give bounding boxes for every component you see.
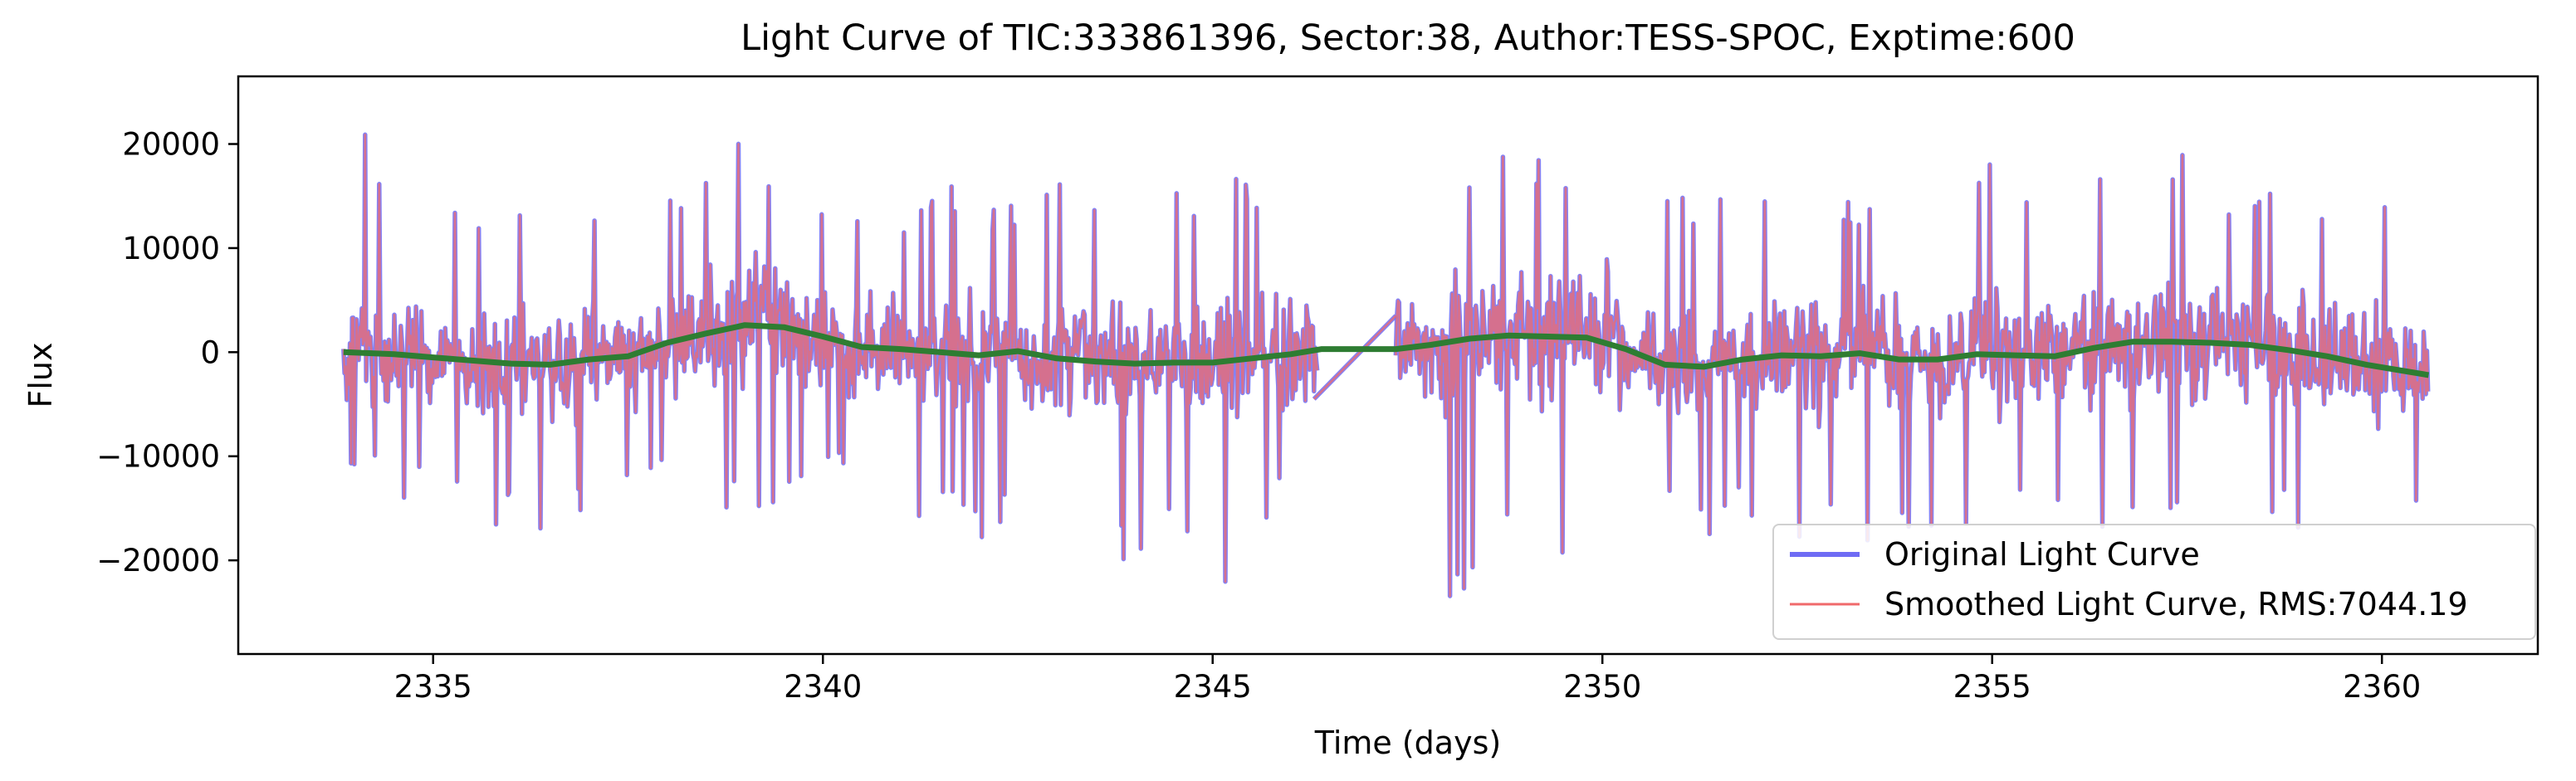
plot-area [341, 132, 2431, 598]
x-tick-label: 2345 [1174, 669, 1252, 705]
y-axis-label: Flux [22, 343, 59, 408]
y-tick-label: −20000 [96, 543, 220, 578]
y-tick-label: −10000 [96, 439, 220, 475]
x-tick-label: 2340 [784, 669, 862, 705]
axes-frame [237, 75, 2539, 656]
legend: Original Light Curve Smoothed Light Curv… [1772, 524, 2536, 640]
trend-line [343, 322, 2430, 378]
x-axis-label: Time (days) [1314, 725, 1501, 761]
axes: 2335 2340 2345 2350 2355 2360 20000 10000 0 −1000… [96, 75, 2539, 705]
chart-title: Light Curve of TIC:333861396, Sector:38,… [741, 17, 2075, 59]
x-tick-label: 2360 [2343, 669, 2421, 705]
y-tick-label: 10000 [122, 231, 220, 266]
y-tick-label: 0 [200, 334, 220, 370]
x-tick-label: 2350 [1563, 669, 1641, 705]
smoothed-light-curve-segment-1 [342, 134, 1318, 583]
legend-label-smoothed: Smoothed Light Curve, RMS:7044.19 [1884, 586, 2468, 622]
legend-label-original: Original Light Curve [1884, 536, 2200, 573]
y-tick-label: 20000 [122, 127, 220, 163]
smoothed-light-curve-gap-connector [1312, 315, 1397, 400]
legend-frame [1772, 524, 2536, 640]
x-tick-label: 2335 [394, 669, 472, 705]
x-tick-label: 2355 [1953, 669, 2031, 705]
